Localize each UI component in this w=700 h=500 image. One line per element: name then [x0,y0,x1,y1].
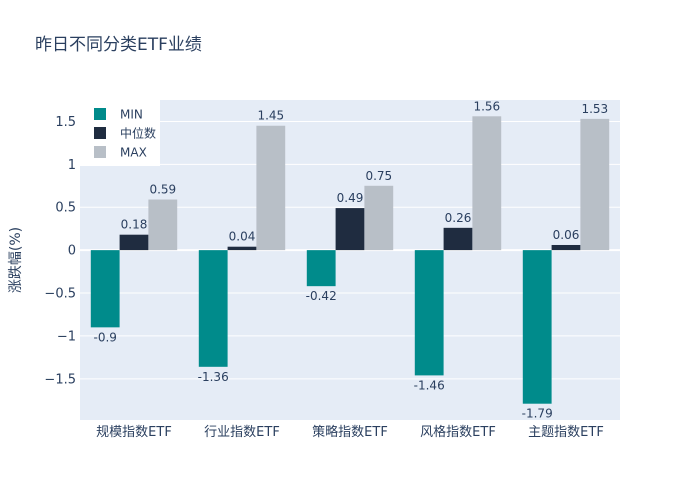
bar-MAX-行业指数ETF [256,125,286,251]
legend-label: MIN [120,108,143,122]
bar-MIN-主题指数ETF [522,250,552,404]
data-label: -0.9 [93,330,116,344]
y-tick-label: −0.5 [44,287,76,302]
data-label: -1.46 [414,378,445,392]
data-label: 1.45 [257,109,284,123]
legend-label: 中位数 [120,126,156,141]
legend-label: MAX [120,146,147,160]
x-tick-label: 行业指数ETF [204,425,280,440]
bar-MAX-策略指数ETF [364,185,394,251]
legend-swatch [94,127,106,139]
legend-background [80,100,160,166]
chart-title: 昨日不同分类ETF业绩 [35,35,202,55]
legend-swatch [94,108,106,120]
y-tick-label: 0 [68,244,76,259]
bar-中位数-行业指数ETF [227,246,257,251]
bar-MIN-规模指数ETF [90,250,120,328]
data-label: 1.56 [473,99,500,113]
bar-MIN-行业指数ETF [198,250,228,367]
data-label: 0.06 [553,228,580,242]
y-axis-title: 涨跌幅(%) [8,227,24,293]
data-label: -1.79 [522,407,553,421]
bar-中位数-规模指数ETF [119,234,149,251]
data-label: 0.04 [229,230,256,244]
x-tick-label: 规模指数ETF [96,425,172,440]
x-tick-labels: 规模指数ETF 行业指数ETF 策略指数ETF 风格指数ETF 主题指数ETF [96,424,604,440]
bar-labels: -0.9 0.18 0.59 -1.36 0.04 1.45 -0.42 0.490.75 -1… [93,99,608,420]
x-tick-label: 策略指数ETF [312,424,388,440]
y-tick-label: 1.5 [55,115,76,130]
bar-MAX-风格指数ETF [472,116,502,251]
legend-swatch [94,146,106,158]
data-label: 0.59 [149,183,176,197]
y-tick-label: 0.5 [55,201,76,216]
y-tick-label: −1 [57,329,76,344]
bar-中位数-主题指数ETF [551,244,581,251]
data-label: 0.18 [121,218,148,232]
data-label: -0.42 [306,289,337,303]
data-label: 0.49 [337,191,364,205]
data-label: -1.36 [198,370,229,384]
bar-中位数-风格指数ETF [443,227,473,251]
bar-MIN-风格指数ETF [414,250,444,376]
data-label: 0.75 [365,169,392,183]
bar-MAX-规模指数ETF [148,199,178,251]
data-label: 1.53 [581,102,608,116]
legend: MIN 中位数 MAX [80,100,160,166]
bar-中位数-策略指数ETF [335,208,365,251]
bars [90,116,610,404]
bar-MIN-策略指数ETF [306,250,336,287]
data-label: 0.26 [445,211,472,225]
y-tick-label: 1 [68,158,76,173]
x-tick-label: 风格指数ETF [420,424,496,440]
y-tick-labels: 1.5 1 0.5 0 −0.5 −1 −1.5 [44,115,76,387]
bar-MAX-主题指数ETF [580,118,610,251]
y-tick-label: −1.5 [44,372,76,387]
x-tick-label: 主题指数ETF [528,425,604,440]
